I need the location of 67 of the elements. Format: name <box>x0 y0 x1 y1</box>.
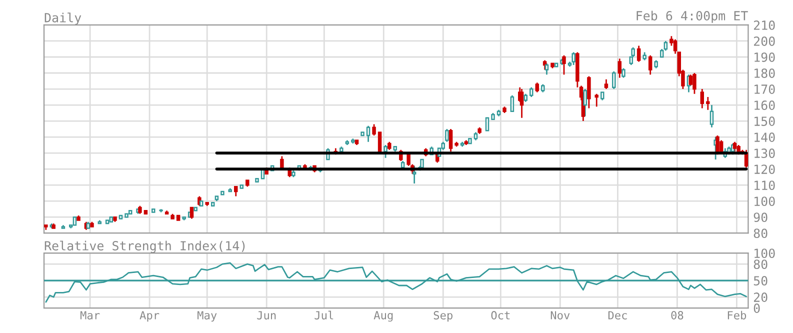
candlestick <box>612 70 616 90</box>
candlestick <box>583 88 587 117</box>
y-tick-label: 100 <box>754 196 775 206</box>
x-tick-label: 08 <box>671 311 684 320</box>
candlestick <box>622 68 626 78</box>
candlestick <box>572 51 576 66</box>
candlestick <box>378 132 382 152</box>
x-tick-label: Dec <box>608 311 627 320</box>
y-tick-label: 20 <box>754 292 768 302</box>
candlestick <box>688 74 693 87</box>
y-tick-label: 110 <box>754 180 775 190</box>
candlestick <box>636 45 641 62</box>
y-tick-label: 140 <box>754 132 775 142</box>
candlestick <box>520 88 524 119</box>
y-tick-label: 100 <box>754 248 775 258</box>
x-tick-label: Mar <box>80 311 100 320</box>
candlestick <box>587 76 591 109</box>
y-tick-label: 0 <box>754 304 760 313</box>
x-tick-label: Jun <box>257 311 276 320</box>
x-tick-label: Feb <box>728 310 746 320</box>
x-tick-label: May <box>198 311 217 322</box>
chart-title: Daily <box>44 12 82 25</box>
chart-title: Relative Strength Index(14) <box>44 240 245 253</box>
candlestick <box>366 125 370 143</box>
candlestick <box>604 78 608 90</box>
candlestick <box>510 94 514 112</box>
text: Feb 6 4:00pm ET <box>636 10 748 23</box>
candlestick <box>710 104 714 128</box>
candlestick <box>445 128 449 143</box>
candlestick <box>542 60 547 70</box>
y-tick-label: 80 <box>754 260 768 270</box>
y-tick-label: 170 <box>754 84 775 94</box>
candlestick <box>544 62 549 76</box>
y-tick-label: 120 <box>754 164 775 174</box>
candlestick <box>618 58 622 78</box>
candlestick <box>648 54 652 76</box>
y-tick-label: 150 <box>754 116 775 126</box>
y-tick-label: 160 <box>754 100 775 110</box>
candlestick <box>372 124 376 136</box>
candlestick <box>535 82 540 93</box>
candlestick <box>706 96 710 111</box>
y-tick-label: 80 <box>754 228 768 238</box>
candlestick <box>448 128 453 152</box>
y-tick-label: 90 <box>754 212 768 222</box>
y-tick-label: 180 <box>754 68 775 78</box>
y-tick-label: 190 <box>754 52 775 62</box>
x-tick-label: Sep <box>434 311 452 322</box>
candlestick <box>530 86 534 98</box>
candlestick <box>594 93 598 108</box>
x-tick-label: Jul <box>314 310 334 320</box>
candlestick <box>280 156 284 168</box>
x-tick-label: Nov <box>550 311 570 320</box>
candlestick <box>719 140 724 152</box>
candlestick <box>732 141 737 152</box>
candlestick <box>692 72 696 95</box>
x-tick-label: Aug <box>374 311 393 322</box>
candlestick <box>700 88 704 109</box>
line-series <box>45 262 747 303</box>
candlestick <box>384 144 388 159</box>
x-tick-label: Oct <box>491 311 510 320</box>
y-tick-label: 200 <box>754 36 775 46</box>
candlestick <box>485 117 490 132</box>
candlestick <box>234 186 238 197</box>
x-tick-label: Apr <box>140 311 160 322</box>
y-tick-label: 50 <box>754 276 768 286</box>
y-tick-label: 130 <box>754 148 775 158</box>
y-tick-label: 210 <box>754 20 775 30</box>
